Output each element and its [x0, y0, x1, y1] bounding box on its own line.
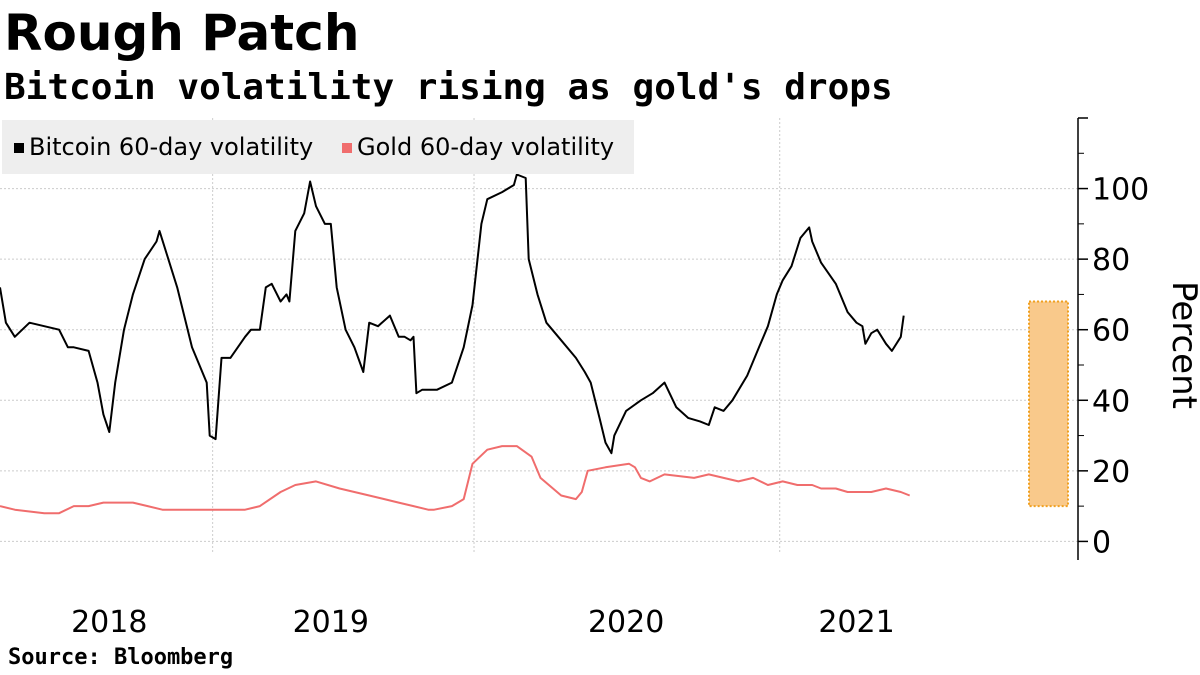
x-tick-label: 2019: [293, 605, 369, 640]
x-tick-label: 2020: [588, 605, 664, 640]
legend: Bitcoin 60-day volatility Gold 60-day vo…: [2, 120, 634, 174]
series-lines: [0, 173, 911, 515]
x-axis-ticks: 2018 2019 2020 2021: [71, 605, 895, 640]
legend-label-bitcoin: Bitcoin 60-day volatility: [29, 133, 314, 161]
gridlines: [0, 118, 1078, 552]
source-note: Source: Bloomberg: [8, 645, 234, 670]
y-tick-label: 60: [1092, 314, 1130, 349]
y-tick-label: 80: [1092, 243, 1130, 278]
legend-item-bitcoin: Bitcoin 60-day volatility: [14, 120, 313, 174]
x-tick-label: 2021: [818, 605, 894, 640]
highlight-region: [1028, 300, 1069, 508]
y-axis-label: Percent: [1164, 281, 1200, 409]
y-tick-label: 40: [1092, 384, 1130, 419]
series-line-bitcoin: [0, 173, 905, 455]
legend-swatch-bitcoin: [14, 143, 24, 153]
y-tick-label: 20: [1092, 455, 1130, 490]
x-tick-label: 2018: [71, 605, 147, 640]
y-tick-label: 100: [1092, 173, 1149, 208]
legend-item-gold: Gold 60-day volatility: [342, 120, 614, 174]
y-tick-label: 0: [1092, 525, 1111, 560]
series-line-gold: [0, 445, 911, 515]
chart-title: Rough Patch: [4, 4, 360, 62]
highlight-box: [1028, 300, 1069, 508]
legend-swatch-gold: [342, 143, 352, 153]
legend-label-gold: Gold 60-day volatility: [357, 133, 615, 161]
chart-subtitle: Bitcoin volatility rising as gold's drop…: [4, 67, 893, 108]
y-axis: 0 20 40 60 80 100: [1077, 117, 1149, 560]
